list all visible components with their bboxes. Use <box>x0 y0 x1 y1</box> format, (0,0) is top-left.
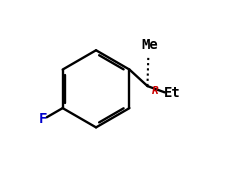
Text: R: R <box>152 86 159 96</box>
Text: Et: Et <box>164 86 181 100</box>
Text: Me: Me <box>142 38 159 52</box>
Text: F: F <box>39 112 47 126</box>
